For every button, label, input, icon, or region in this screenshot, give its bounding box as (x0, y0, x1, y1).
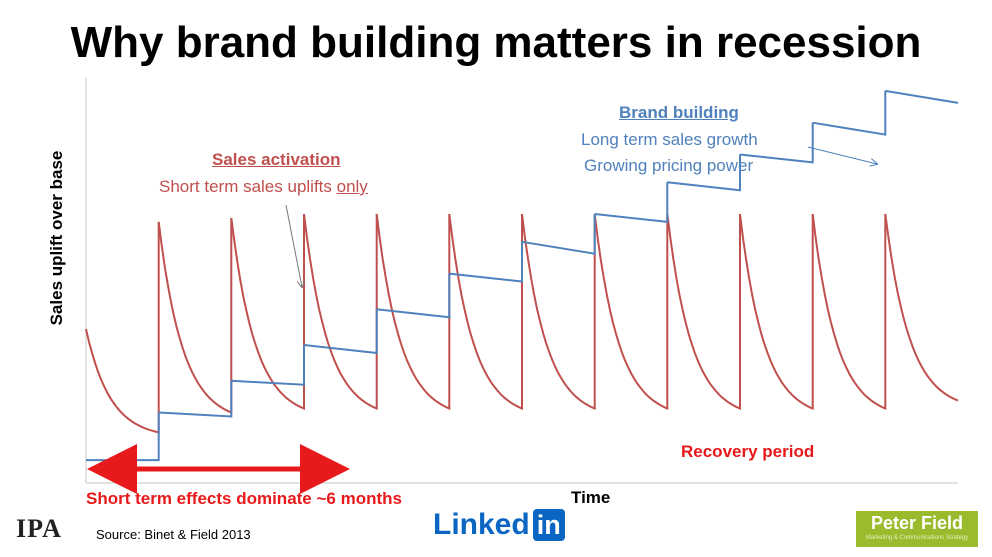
linkedin-logo: Linked in (433, 508, 565, 542)
brand-building-step-4 (303, 309, 378, 355)
recovery-period-label: Recovery period (681, 442, 815, 461)
sales-activation-pointer (285, 204, 302, 287)
brand-building-line2: Growing pricing power (584, 156, 754, 175)
brand-building-line1: Long term sales growth (581, 130, 758, 149)
sales-activation-cycle-10 (739, 213, 814, 411)
brand-building-step-9 (667, 154, 741, 192)
sales-activation-cycle-2 (157, 218, 233, 415)
peter-field-logo: Peter Field Marketing & Communications S… (856, 511, 978, 547)
x-axis-label: Time (571, 488, 611, 507)
sales-activation-cycle-3 (230, 214, 305, 411)
brand-building-pointer (807, 146, 877, 164)
brand-building-step-12 (885, 89, 959, 104)
brand-building-step-11 (812, 90, 887, 136)
sales-activation-heading: Sales activation (212, 150, 341, 169)
sales-activation-cycle-8 (593, 213, 669, 411)
brand-building-step-2 (158, 380, 233, 418)
sales-activation-text: Short term sales uplifts only (159, 177, 368, 196)
sales-activation-cycle-1 (85, 221, 160, 434)
brand-building-step-3 (231, 345, 305, 386)
brand-building-step-5 (376, 273, 451, 319)
y-axis-label: Sales uplift over base (47, 150, 66, 326)
brand-building-heading: Brand building (619, 103, 739, 122)
brand-building-step-6 (449, 241, 523, 283)
sales-activation-cycle-5 (375, 213, 451, 411)
source-text: Source: Binet & Field 2013 (96, 527, 251, 542)
sales-activation-cycle-9 (666, 213, 741, 411)
brand-building-step-10 (739, 122, 814, 164)
sales-activation-series (85, 213, 959, 434)
page-title: Why brand building matters in recession (70, 18, 922, 67)
ipa-logo: IPA (16, 514, 62, 543)
short-term-label: Short term effects dominate ~6 months (86, 489, 402, 508)
sales-activation-cycle-6 (448, 213, 523, 411)
sales-activation-cycle-4 (303, 213, 378, 411)
brand-building-step-7 (521, 214, 596, 255)
brand-building-step-1 (86, 412, 160, 462)
sales-activation-cycle-7 (521, 213, 596, 411)
sales-activation-cycle-11 (811, 213, 887, 411)
sales-activation-cycle-12 (884, 213, 959, 402)
brand-building-step-8 (594, 182, 669, 224)
